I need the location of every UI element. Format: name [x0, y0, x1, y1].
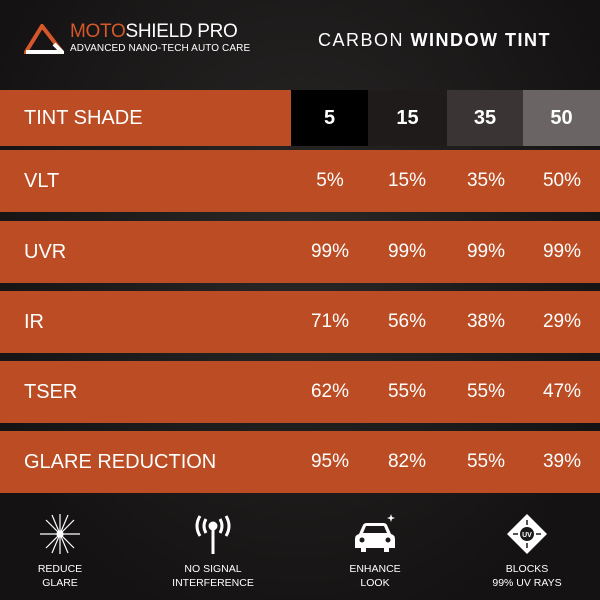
row-value: 39% [542, 451, 582, 472]
table-row-tser: TSER 62% 55% 55% 47% [0, 361, 600, 423]
brand-logo: MOTOSHIELD PRO ADVANCED NANO-TECH AUTO C… [24, 22, 274, 54]
row-value: 99% [466, 241, 506, 262]
row-value: 55% [387, 381, 427, 402]
row-label: VLT [24, 170, 60, 192]
table-row-uvr: UVR 99% 99% 99% 99% [0, 221, 600, 283]
feature-line1: ENHANCE [349, 563, 401, 575]
feature-enhance-look: ENHANCE LOOK [310, 512, 440, 590]
row-value: 5% [316, 170, 344, 191]
row-value: 50% [542, 170, 582, 191]
feature-line1: NO SIGNAL [184, 563, 242, 575]
row-value: 95% [310, 451, 350, 472]
row-value: 82% [387, 451, 427, 472]
shade-15: 15 [368, 90, 447, 146]
brand-name-moto: MOTO [70, 21, 126, 42]
row-value: 15% [387, 170, 427, 191]
row-label: IR [24, 311, 44, 333]
uv-shield-icon: UV [507, 514, 547, 554]
title-bold: WINDOW TINT [410, 30, 552, 50]
title-light: CARBON [318, 30, 405, 50]
row-value: 55% [466, 451, 506, 472]
feature-blocks-uv: UV BLOCKS 99% UV RAYS [462, 512, 592, 590]
row-label: GLARE REDUCTION [24, 451, 217, 473]
row-value: 47% [542, 381, 582, 402]
feature-no-signal-interference: NO SIGNAL INTERFERENCE [148, 512, 278, 590]
header-label: TINT SHADE [0, 90, 291, 146]
feature-reduce-glare: REDUCE GLARE [0, 512, 125, 590]
row-value: 55% [466, 381, 506, 402]
feature-line2: 99% UV RAYS [492, 577, 562, 589]
row-value: 56% [387, 311, 427, 332]
brand-name-shield: SHIELD PRO [125, 21, 238, 42]
car-sparkle-icon [355, 514, 395, 552]
row-value: 71% [310, 311, 350, 332]
shade-35: 35 [447, 90, 523, 146]
svg-text:UV: UV [522, 532, 532, 539]
table-row-ir: IR 71% 56% 38% 29% [0, 291, 600, 353]
row-value: 99% [542, 241, 582, 262]
feature-line2: LOOK [360, 577, 390, 589]
row-value: 99% [310, 241, 350, 262]
row-value: 38% [466, 311, 506, 332]
feature-line1: REDUCE [37, 563, 83, 575]
feature-line1: BLOCKS [505, 563, 549, 575]
table-row-glare-reduction: GLARE REDUCTION 95% 82% 55% 39% [0, 431, 600, 493]
row-value: 99% [387, 241, 427, 262]
feature-line2: INTERFERENCE [172, 577, 254, 589]
glare-star-icon [40, 514, 80, 554]
row-value: 62% [310, 381, 350, 402]
table-row-vlt: VLT 5% 15% 35% 50% [0, 150, 600, 212]
shade-50: 50 [523, 90, 600, 146]
tint-shade-header: TINT SHADE 5 15 35 50 [0, 90, 600, 146]
row-value: 35% [466, 170, 506, 191]
feature-line2: GLARE [42, 577, 78, 589]
brand-name: MOTOSHIELD PRO [70, 22, 238, 42]
brand-tagline: ADVANCED NANO-TECH AUTO CARE [70, 43, 251, 54]
row-label: TSER [24, 381, 78, 403]
logo-triangle-icon [24, 24, 64, 54]
shade-5: 5 [291, 90, 368, 146]
row-value: 29% [542, 311, 582, 332]
antenna-signal-icon [195, 515, 231, 554]
page-title: CARBON WINDOW TINT [318, 30, 551, 51]
row-label: UVR [24, 241, 67, 263]
